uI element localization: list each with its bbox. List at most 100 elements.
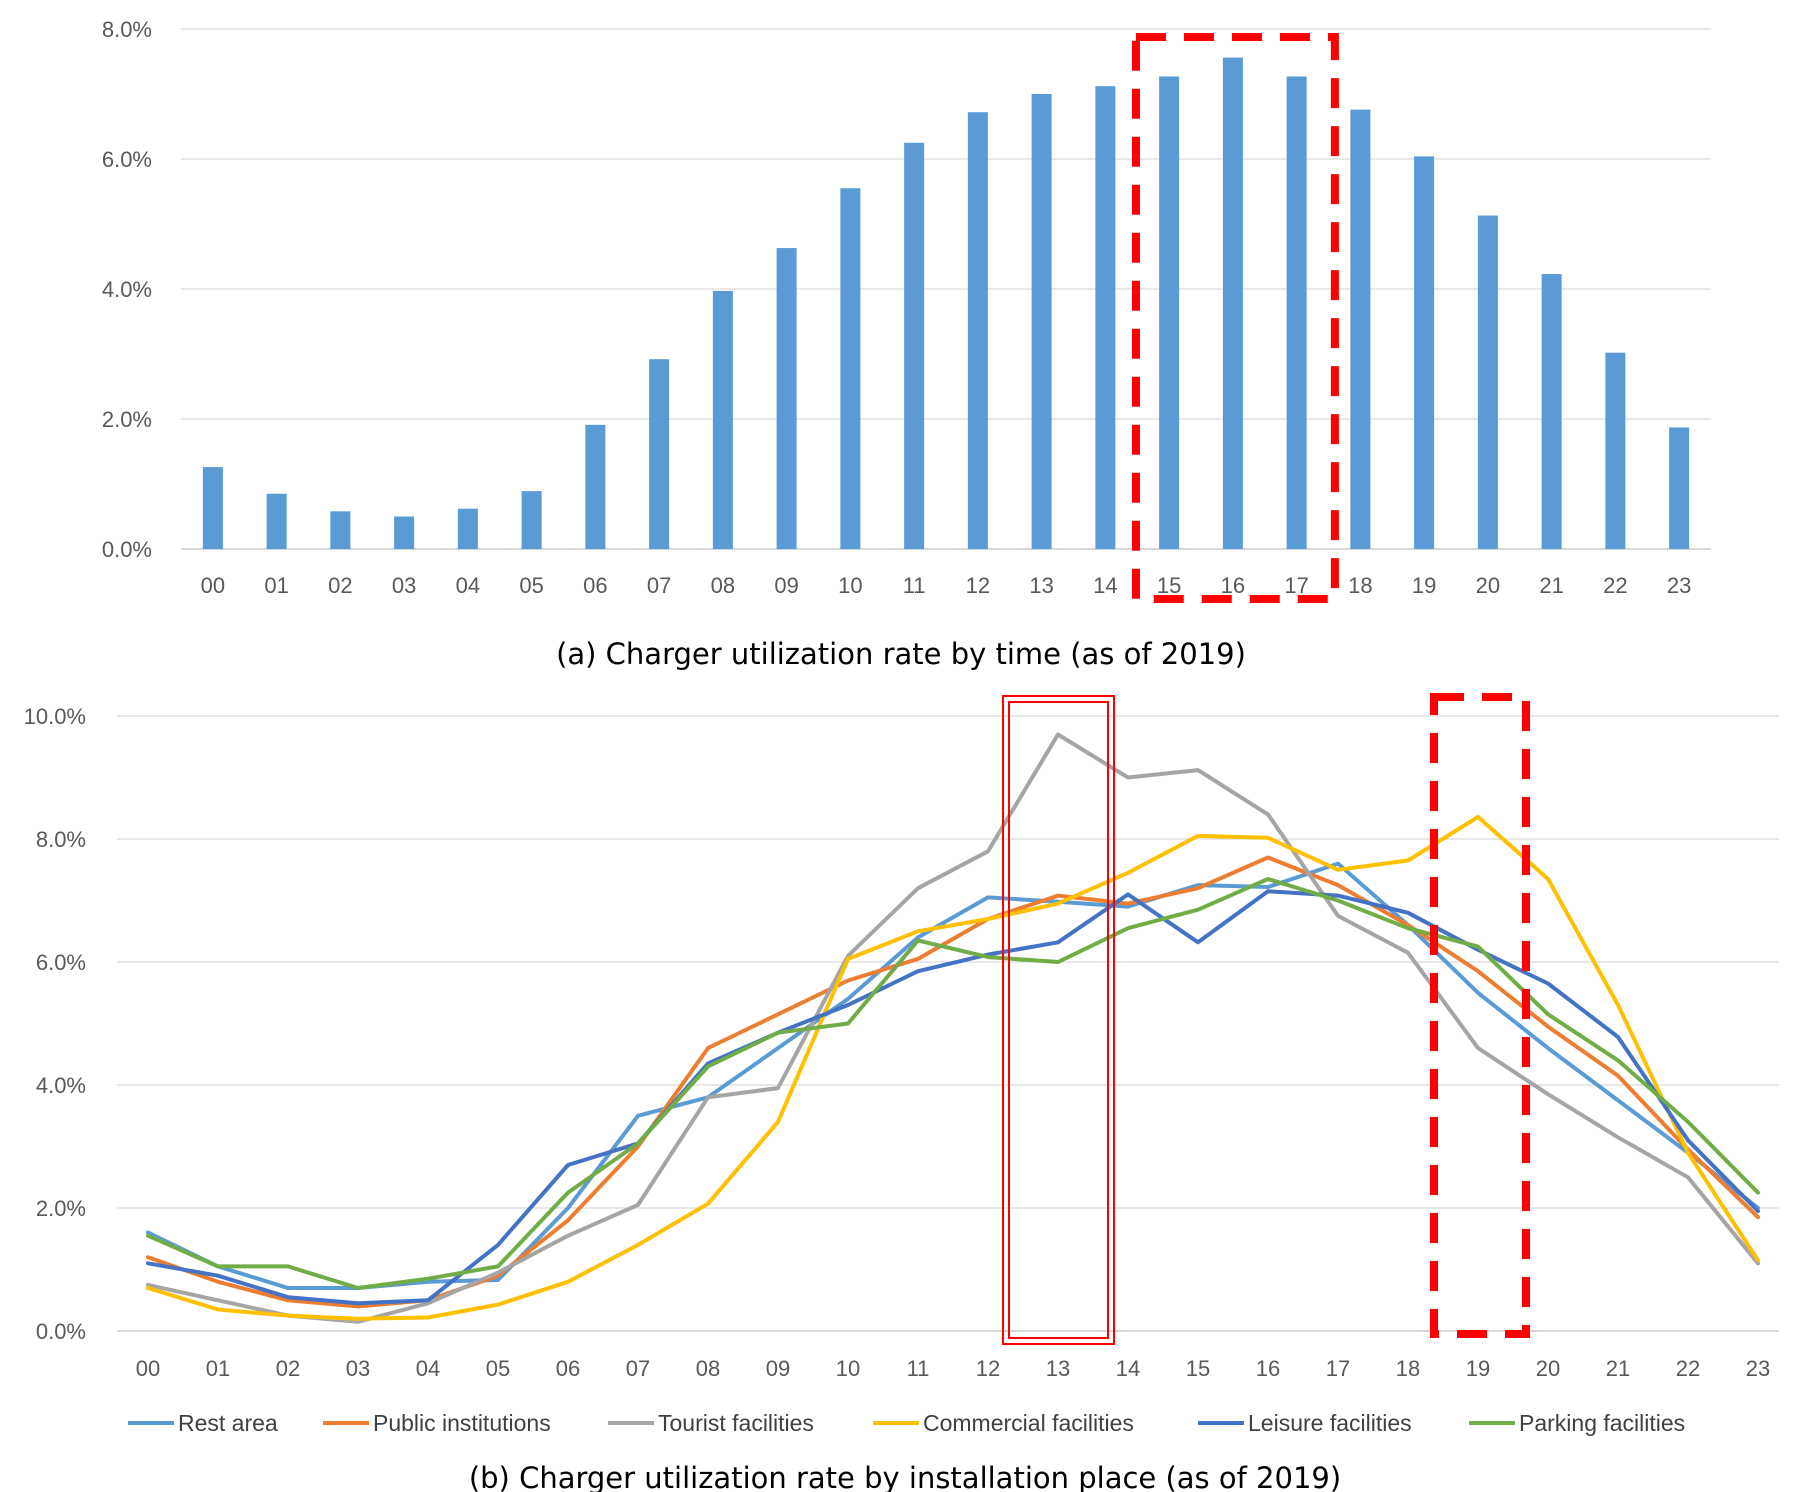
b-x-tick-label: 05 bbox=[486, 1356, 510, 1381]
a-bar bbox=[1095, 86, 1116, 549]
line-chart-b: 0.0% 2.0% 4.0% 6.0% 8.0% 10.0% 00 01 02 03 04 05 06… bbox=[24, 693, 1779, 1492]
b-y-tick-label: 8.0% bbox=[36, 827, 86, 852]
a-x-tick-label: 16 bbox=[1221, 573, 1245, 598]
a-x-tick-label: 09 bbox=[774, 573, 798, 598]
b-series-line bbox=[146, 861, 1760, 1290]
a-bar bbox=[1286, 76, 1307, 549]
a-x-tick-label: 07 bbox=[647, 573, 671, 598]
b-x-tick-label: 22 bbox=[1676, 1356, 1700, 1381]
a-highlight-rect bbox=[1131, 33, 1339, 603]
a-bar bbox=[266, 493, 287, 549]
b-x-tick-label: 09 bbox=[766, 1356, 790, 1381]
b-x-tick-label: 11 bbox=[907, 1356, 930, 1381]
a-y-tick-label: 4.0% bbox=[102, 277, 152, 302]
a-bar bbox=[457, 508, 478, 549]
a-x-tick-label: 23 bbox=[1667, 573, 1691, 598]
b-legend-label: Rest area bbox=[178, 1410, 278, 1436]
a-bar bbox=[840, 188, 861, 549]
b-x-tick-label: 13 bbox=[1046, 1356, 1070, 1381]
a-x-tick-label: 01 bbox=[264, 573, 288, 598]
b-x-tick-label: 18 bbox=[1396, 1356, 1420, 1381]
a-bar bbox=[1350, 109, 1371, 549]
b-x-tick-label: 02 bbox=[276, 1356, 300, 1381]
b-legend-label: Commercial facilities bbox=[923, 1410, 1134, 1436]
a-bar bbox=[1031, 94, 1052, 549]
a-bar bbox=[1605, 352, 1626, 549]
b-x-tick-label: 19 bbox=[1466, 1356, 1490, 1381]
b-x-tick-label: 12 bbox=[976, 1356, 1000, 1381]
a-x-tick-label: 00 bbox=[201, 573, 225, 598]
a-x-axis-ticks: 00 01 02 03 04 05 06 07 08 09 10 11 12 13 14 15 16 17 18 19… bbox=[201, 573, 1692, 598]
a-x-tick-label: 12 bbox=[966, 573, 990, 598]
b-x-tick-label: 04 bbox=[416, 1356, 440, 1381]
b-series-line bbox=[146, 889, 1760, 1306]
b-x-tick-label: 08 bbox=[696, 1356, 720, 1381]
b-y-axis-ticks: 0.0% 2.0% 4.0% 6.0% 8.0% 10.0% bbox=[24, 704, 86, 1344]
b-y-tick-label: 2.0% bbox=[36, 1196, 86, 1221]
a-x-tick-label: 22 bbox=[1603, 573, 1627, 598]
a-bar bbox=[1159, 76, 1180, 549]
a-x-tick-label: 03 bbox=[392, 573, 416, 598]
b-x-tick-label: 01 bbox=[206, 1356, 230, 1381]
a-x-tick-label: 10 bbox=[838, 573, 862, 598]
b-legend-label: Parking facilities bbox=[1519, 1410, 1685, 1436]
bar-chart-a: 0.0%2.0%4.0%6.0%8.0% 00 01 02 03 04 05 06 07 08 0… bbox=[102, 17, 1711, 671]
a-bar bbox=[712, 290, 733, 549]
a-x-tick-label: 05 bbox=[519, 573, 543, 598]
a-x-tick-label: 14 bbox=[1093, 573, 1117, 598]
a-bar bbox=[1669, 427, 1690, 549]
b-highlight-boxes bbox=[1002, 693, 1530, 1345]
b-legend-label: Leisure facilities bbox=[1248, 1410, 1412, 1436]
a-x-tick-label: 04 bbox=[456, 573, 480, 598]
b-highlight-inner bbox=[1008, 701, 1109, 1339]
a-x-tick-label: 06 bbox=[583, 573, 607, 598]
a-bar bbox=[202, 467, 223, 549]
b-x-tick-label: 17 bbox=[1326, 1356, 1350, 1381]
b-highlight-outer bbox=[1002, 695, 1115, 1345]
a-bar bbox=[521, 491, 542, 549]
b-x-tick-label: 15 bbox=[1186, 1356, 1210, 1381]
b-x-axis-ticks: 00 01 02 03 04 05 06 07 08 09 10 11 12 13 14 15 16 17 18 19… bbox=[136, 1356, 1770, 1381]
b-y-tick-label: 0.0% bbox=[36, 1319, 86, 1344]
a-bar bbox=[776, 248, 797, 550]
b-x-tick-label: 21 bbox=[1606, 1356, 1630, 1381]
a-bar bbox=[904, 142, 925, 549]
b-series-lines bbox=[146, 732, 1760, 1324]
a-x-tick-label: 20 bbox=[1476, 573, 1500, 598]
chart-a-caption: (a) Charger utilization rate by time (as… bbox=[556, 637, 1246, 671]
a-gridlines bbox=[181, 28, 1711, 550]
b-series-line bbox=[146, 814, 1760, 1321]
b-y-tick-label: 10.0% bbox=[24, 704, 86, 729]
a-x-tick-label: 02 bbox=[328, 573, 352, 598]
a-bar bbox=[649, 359, 670, 549]
a-y-tick-label: 6.0% bbox=[102, 147, 152, 172]
b-series-line bbox=[146, 732, 1760, 1324]
a-y-axis-ticks: 0.0% 2.0% 4.0% 6.0% 8.0% bbox=[102, 17, 152, 562]
a-x-tick-label: 15 bbox=[1157, 573, 1181, 598]
a-x-tick-label: 13 bbox=[1029, 573, 1053, 598]
a-bar bbox=[1414, 156, 1435, 549]
b-x-tick-label: 14 bbox=[1116, 1356, 1140, 1381]
b-legend: Rest area Public institutions Tourist faci… bbox=[128, 1410, 1685, 1436]
b-legend-label: Tourist facilities bbox=[658, 1410, 814, 1436]
a-x-tick-label: 17 bbox=[1284, 573, 1308, 598]
b-series-line bbox=[146, 877, 1760, 1290]
b-x-tick-label: 16 bbox=[1256, 1356, 1280, 1381]
a-highlight-box bbox=[1131, 33, 1339, 603]
b-highlight-dashed bbox=[1430, 693, 1530, 1338]
a-bar bbox=[394, 516, 415, 549]
b-x-tick-label: 20 bbox=[1536, 1356, 1560, 1381]
chart-b-caption: (b) Charger utilization rate by installa… bbox=[469, 1461, 1341, 1492]
b-y-tick-label: 4.0% bbox=[36, 1073, 86, 1098]
b-x-tick-label: 07 bbox=[626, 1356, 650, 1381]
a-bars bbox=[202, 57, 1690, 550]
b-x-tick-label: 10 bbox=[836, 1356, 860, 1381]
a-bar bbox=[1477, 215, 1498, 550]
a-bar bbox=[1541, 274, 1562, 549]
a-x-tick-label: 19 bbox=[1412, 573, 1436, 598]
b-x-tick-label: 06 bbox=[556, 1356, 580, 1381]
a-bar bbox=[330, 511, 351, 549]
a-y-tick-label: 8.0% bbox=[102, 17, 152, 42]
b-y-tick-label: 6.0% bbox=[36, 950, 86, 975]
a-x-tick-label: 18 bbox=[1348, 573, 1372, 598]
